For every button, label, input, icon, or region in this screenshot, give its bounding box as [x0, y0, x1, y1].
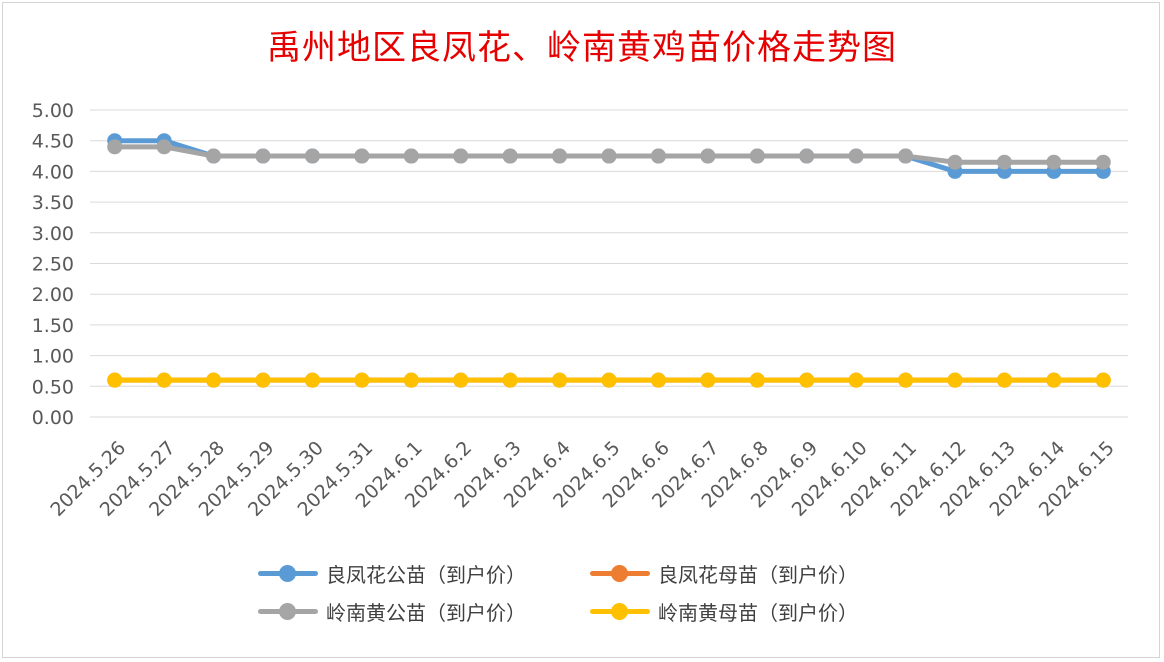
- data-point: [1095, 154, 1111, 170]
- data-point: [996, 154, 1012, 170]
- data-point: [601, 148, 617, 164]
- data-point: [799, 372, 815, 388]
- data-point: [700, 372, 716, 388]
- series-3: [107, 139, 1111, 170]
- legend-swatch-series-1: [258, 558, 318, 588]
- data-point: [552, 372, 568, 388]
- legend-swatch-series-2: [590, 558, 650, 588]
- data-point: [156, 372, 172, 388]
- data-point: [898, 148, 914, 164]
- y-tick-label: 0.00: [32, 407, 74, 429]
- y-tick-label: 1.50: [32, 315, 74, 337]
- data-point: [552, 148, 568, 164]
- data-point: [206, 372, 222, 388]
- legend-label-series-1: 良凤花公苗（到户价）: [326, 562, 526, 587]
- data-point: [947, 154, 963, 170]
- y-tick-label: 3.50: [32, 192, 74, 214]
- data-point: [453, 148, 469, 164]
- data-point: [1095, 372, 1111, 388]
- data-point: [403, 148, 419, 164]
- data-point: [848, 148, 864, 164]
- y-tick-label: 4.00: [32, 161, 74, 183]
- legend-swatch-series-4: [590, 596, 650, 626]
- data-point: [749, 148, 765, 164]
- y-tick-label: 2.00: [32, 284, 74, 306]
- x-axis-ticks: 2024.5.262024.5.272024.5.282024.5.292024…: [46, 437, 1119, 521]
- legend-item-series-1[interactable]: 良凤花公苗（到户价）: [258, 558, 526, 588]
- legend-label-series-3: 岭南黄公苗（到户价）: [326, 600, 526, 625]
- data-point: [799, 148, 815, 164]
- data-point: [255, 372, 271, 388]
- y-tick-label: 2.50: [32, 254, 74, 276]
- legend-label-series-2: 良凤花母苗（到户价）: [658, 562, 858, 587]
- legend-item-series-3[interactable]: 岭南黄公苗（到户价）: [258, 596, 526, 626]
- data-point: [156, 139, 172, 155]
- data-point: [354, 372, 370, 388]
- y-tick-label: 1.00: [32, 346, 74, 368]
- data-point: [403, 372, 419, 388]
- data-point: [107, 372, 123, 388]
- data-point: [650, 372, 666, 388]
- data-point: [304, 372, 320, 388]
- data-point: [107, 139, 123, 155]
- data-point: [206, 148, 222, 164]
- data-point: [1046, 154, 1062, 170]
- gridlines: [90, 109, 1128, 418]
- data-point: [700, 148, 716, 164]
- series-lines: [107, 133, 1111, 388]
- legend-label-series-4: 岭南黄母苗（到户价）: [658, 600, 858, 625]
- data-point: [650, 148, 666, 164]
- data-point: [502, 148, 518, 164]
- y-tick-label: 3.00: [32, 223, 74, 245]
- y-tick-label: 4.50: [32, 131, 74, 153]
- data-point: [947, 372, 963, 388]
- data-point: [996, 372, 1012, 388]
- chart-title: 禹州地区良凤花、岭南黄鸡苗价格走势图: [267, 28, 897, 68]
- series-4: [107, 372, 1111, 388]
- legend-item-series-4[interactable]: 岭南黄母苗（到户价）: [590, 596, 858, 626]
- y-axis-ticks: 0.00 0.50 1.00 1.50 2.00 2.50 3.00 3.50 4.00 4.50…: [32, 100, 74, 429]
- legend-item-series-2[interactable]: 良凤花母苗（到户价）: [590, 558, 858, 588]
- data-point: [1046, 372, 1062, 388]
- data-point: [848, 372, 864, 388]
- data-point: [502, 372, 518, 388]
- legend-swatch-series-3: [258, 596, 318, 626]
- data-point: [304, 148, 320, 164]
- y-tick-label: 0.50: [32, 376, 74, 398]
- data-point: [601, 372, 617, 388]
- data-point: [898, 372, 914, 388]
- data-point: [255, 148, 271, 164]
- data-point: [453, 372, 469, 388]
- data-point: [354, 148, 370, 164]
- data-point: [749, 372, 765, 388]
- y-tick-label: 5.00: [32, 100, 74, 122]
